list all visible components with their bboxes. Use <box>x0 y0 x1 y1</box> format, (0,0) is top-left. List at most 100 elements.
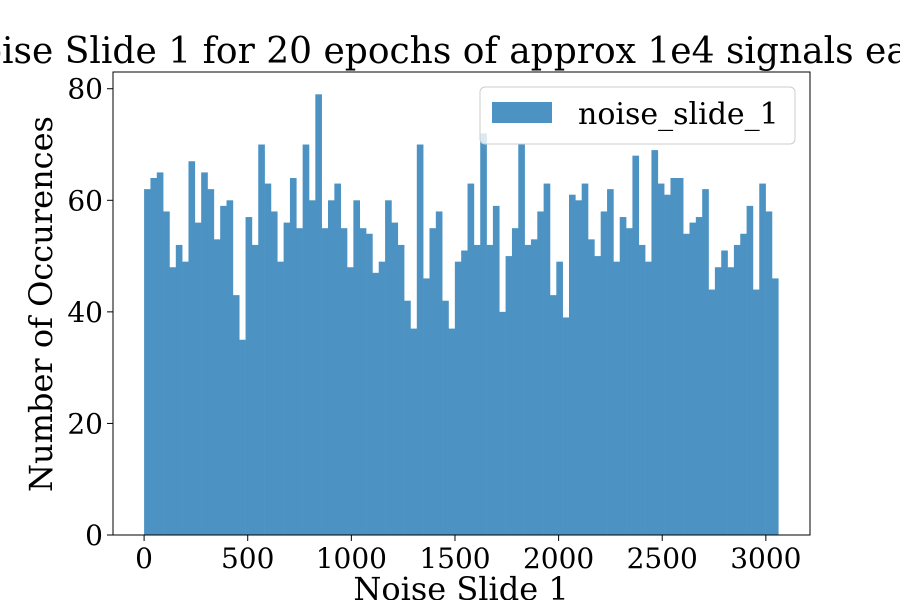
histogram-bar <box>549 295 557 535</box>
histogram-bar <box>397 244 405 535</box>
histogram-bar <box>511 228 519 535</box>
x-tick-label: 1000 <box>316 542 387 575</box>
histogram-bar <box>391 222 399 536</box>
histogram-bar <box>245 217 253 536</box>
histogram-bar <box>188 161 196 535</box>
histogram-bar <box>664 194 671 535</box>
histogram-bar <box>251 244 259 535</box>
y-tick-label: 60 <box>67 184 103 217</box>
histogram-bar <box>556 261 563 535</box>
histogram-bar <box>733 244 741 535</box>
histogram-bar <box>695 217 703 536</box>
histogram-bar <box>645 261 652 535</box>
histogram-bar <box>708 289 716 535</box>
y-axis-title: Number of Occurences <box>22 116 60 492</box>
histogram-bar <box>638 244 646 535</box>
histogram-bar <box>366 233 373 535</box>
histogram-bar <box>657 183 665 535</box>
histogram-bar <box>353 200 361 536</box>
histogram-bar <box>423 278 430 535</box>
histogram-bar <box>619 217 627 536</box>
histogram-bar <box>543 183 551 535</box>
histogram-bar <box>518 144 525 535</box>
histogram-bar <box>740 233 747 535</box>
histogram-bar <box>702 189 709 535</box>
histogram-bar <box>537 211 544 535</box>
y-tick-label: 0 <box>85 519 103 552</box>
legend-label: noise_slide_1 <box>578 97 779 132</box>
histogram-bar <box>220 205 227 535</box>
histogram-bar <box>207 189 215 535</box>
histogram-bar <box>714 267 722 535</box>
histogram-bar <box>461 250 468 535</box>
histogram-bar <box>347 267 354 535</box>
histogram-bar <box>473 244 481 535</box>
histogram-bar <box>486 244 494 535</box>
histogram-bar <box>226 200 234 536</box>
histogram-bar <box>201 172 208 535</box>
legend: noise_slide_1 <box>479 86 796 145</box>
histogram-bar <box>385 200 392 536</box>
histogram-bar <box>156 172 164 535</box>
histogram-bar <box>270 211 278 535</box>
histogram-bar <box>670 177 678 536</box>
histogram-bar <box>296 228 303 535</box>
histogram-bar <box>258 144 265 535</box>
histogram-bar <box>429 228 437 535</box>
histogram-bar <box>175 244 183 535</box>
plot-frame <box>112 71 811 536</box>
histogram-bar <box>404 300 411 535</box>
histogram-bar <box>182 261 189 535</box>
histogram-bar <box>505 256 513 535</box>
histogram-bar <box>372 272 380 535</box>
x-tick-label: 2000 <box>523 542 594 575</box>
histogram-bar <box>632 155 640 536</box>
histogram-bar <box>359 228 367 535</box>
histogram-bar <box>771 278 779 535</box>
x-tick-label: 1500 <box>419 542 490 575</box>
legend-frame <box>479 86 796 145</box>
histogram-bar <box>321 228 329 535</box>
histogram-bar <box>676 177 684 536</box>
histogram-bar <box>569 194 576 535</box>
histogram-bar <box>607 189 614 535</box>
histogram-bar <box>416 144 424 535</box>
histogram-bar <box>334 183 341 535</box>
legend-swatch <box>492 102 552 123</box>
histogram-bar <box>575 200 582 536</box>
histogram-bar <box>480 133 487 536</box>
histogram-bar <box>721 250 728 535</box>
histogram-bar <box>600 211 608 535</box>
y-tick-label: 20 <box>67 407 103 440</box>
histogram-bar <box>613 261 621 535</box>
histogram-bar <box>727 267 735 535</box>
histogram-bar <box>524 244 532 535</box>
histogram-bar <box>315 94 322 535</box>
histogram-bar <box>594 256 602 535</box>
x-tick-label: 0 <box>135 542 153 575</box>
histogram-bar <box>467 183 475 535</box>
histogram-bar <box>378 261 386 535</box>
histogram-bar <box>308 200 316 536</box>
histogram-bar <box>144 189 151 535</box>
histogram-bar <box>150 177 158 536</box>
histogram-bar <box>746 205 754 535</box>
histogram-bar <box>277 261 284 535</box>
histogram-bar <box>442 300 449 535</box>
histogram-bar <box>410 328 418 535</box>
bars-group <box>144 94 779 536</box>
histogram-bar <box>283 222 291 536</box>
histogram-bar <box>581 183 589 535</box>
histogram-bar <box>752 289 760 535</box>
histogram-bar <box>289 177 297 536</box>
histogram-bar <box>328 200 335 536</box>
x-axis-title: Noise Slide 1 <box>353 570 568 600</box>
x-tick-label: 2500 <box>627 542 698 575</box>
y-tick-label: 80 <box>67 73 103 106</box>
chart-title: Noise Slide 1 for 20 epochs of approx 1e… <box>0 31 900 72</box>
x-tick-label: 500 <box>221 542 274 575</box>
histogram-bar <box>626 228 633 535</box>
histogram-bar <box>530 239 538 535</box>
histogram-bar <box>435 211 443 535</box>
